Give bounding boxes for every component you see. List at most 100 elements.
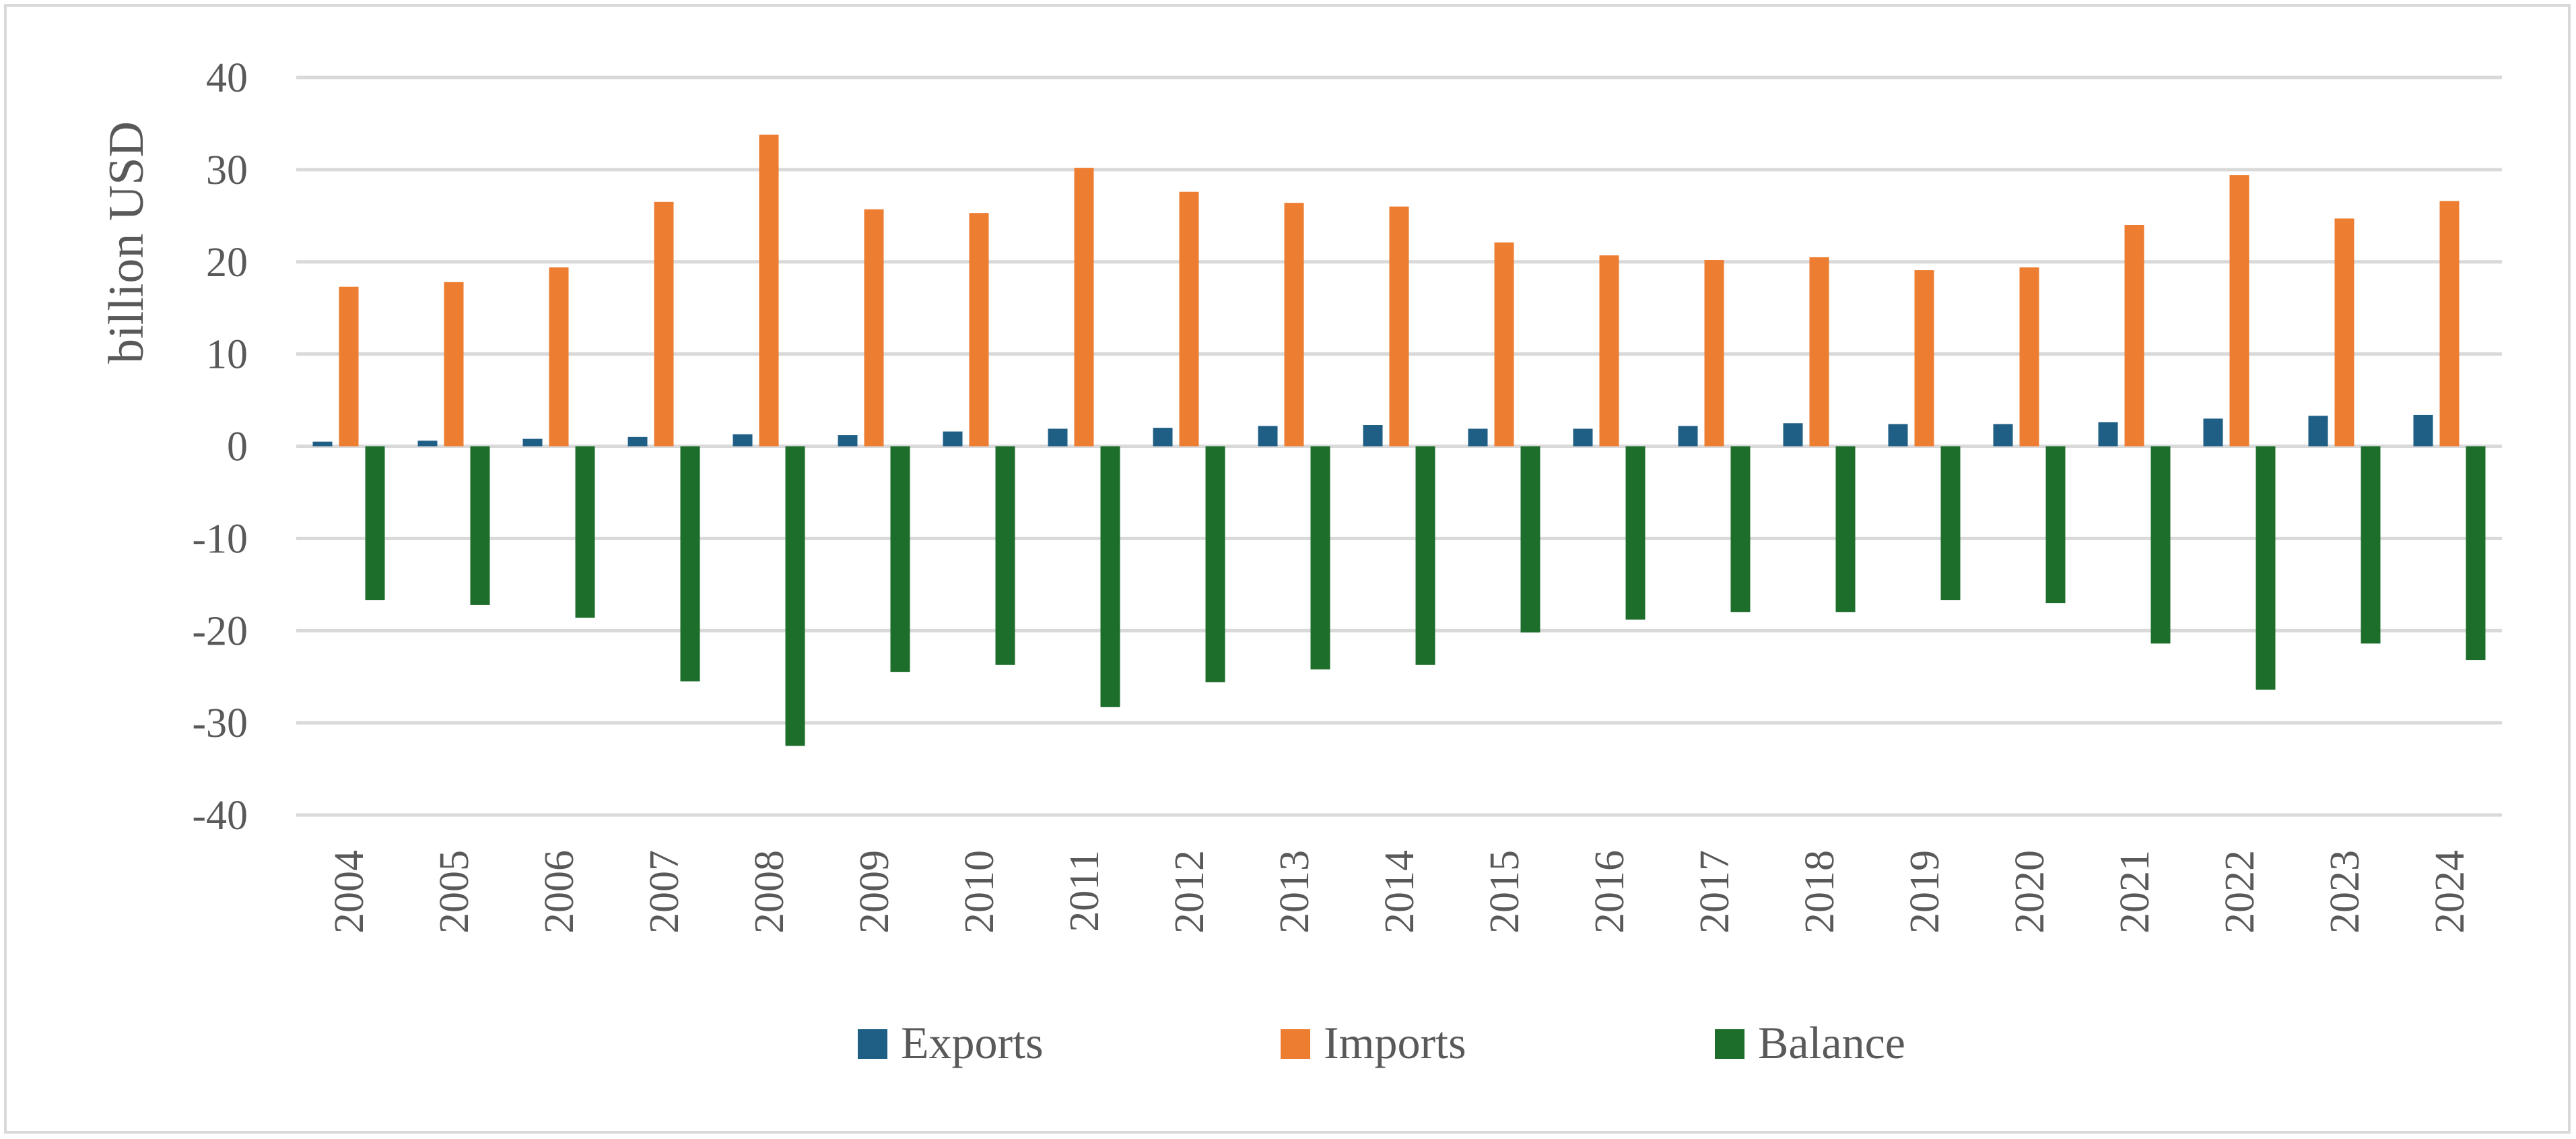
bar-balance-2018 <box>1835 446 1856 612</box>
x-tick-label: 2024 <box>2427 850 2473 934</box>
bar-balance-2013 <box>1310 446 1330 670</box>
bar-balance-2007 <box>680 446 700 682</box>
bar-exports-2004 <box>312 441 333 447</box>
bar-imports-2011 <box>1074 168 1094 447</box>
bar-balance-2017 <box>1730 446 1751 612</box>
x-tick-label: 2017 <box>1692 850 1738 934</box>
bar-balance-2019 <box>1940 446 1961 601</box>
x-tick-label: 2009 <box>852 850 897 934</box>
bar-imports-2020 <box>2019 267 2039 447</box>
x-tick-label: 2018 <box>1797 850 1843 934</box>
bar-exports-2009 <box>838 435 858 447</box>
x-tick-label: 2008 <box>747 850 792 934</box>
x-tick-label: 2023 <box>2322 850 2368 934</box>
y-tick-label: 40 <box>206 55 248 101</box>
bar-imports-2010 <box>969 213 989 447</box>
bar-exports-2013 <box>1258 426 1278 447</box>
bar-imports-2018 <box>1809 257 1829 447</box>
x-tick-label: 2016 <box>1587 850 1633 934</box>
bar-balance-2012 <box>1205 446 1225 682</box>
x-tick-label: 2020 <box>2007 850 2053 934</box>
y-tick-label: -10 <box>192 516 248 562</box>
x-tick-label: 2014 <box>1377 850 1423 934</box>
bar-exports-2020 <box>1993 424 2013 447</box>
bar-exports-2021 <box>2098 422 2118 447</box>
y-tick-label: -30 <box>192 701 248 746</box>
bar-exports-2015 <box>1468 428 1488 447</box>
y-tick-label: 10 <box>206 332 248 378</box>
bar-balance-2006 <box>575 446 595 618</box>
bar-balance-2024 <box>2466 446 2486 661</box>
y-axis-ticks: 40 30 20 10 0 -10 -20 -30 -40 <box>192 55 248 839</box>
bar-balance-2021 <box>2150 446 2171 644</box>
bar-balance-2004 <box>365 446 385 601</box>
bar-exports-2006 <box>522 438 543 447</box>
bar-imports-2012 <box>1179 191 1199 447</box>
bar-imports-2004 <box>339 286 359 447</box>
bar-balance-2020 <box>2045 446 2066 604</box>
x-tick-label: 2004 <box>327 850 372 934</box>
bar-imports-2017 <box>1704 260 1724 447</box>
bar-exports-2017 <box>1678 426 1698 447</box>
bar-exports-2005 <box>417 441 438 447</box>
x-tick-label: 2012 <box>1167 850 1213 934</box>
bar-exports-2022 <box>2203 418 2223 447</box>
bar-balance-2016 <box>1625 446 1646 620</box>
bar-balance-2008 <box>785 446 805 746</box>
y-tick-label: -20 <box>192 608 248 654</box>
bar-balance-2023 <box>2361 446 2381 644</box>
bar-imports-2021 <box>2124 225 2144 447</box>
bar-exports-2011 <box>1048 428 1068 447</box>
bar-imports-2014 <box>1389 206 1409 447</box>
bar-imports-2006 <box>549 267 569 447</box>
bar-imports-2015 <box>1494 242 1514 447</box>
bar-imports-2019 <box>1914 270 1934 447</box>
legend: Exports Imports Balance <box>858 1017 1905 1068</box>
y-tick-label: -40 <box>192 793 248 839</box>
x-tick-label: 2015 <box>1482 850 1528 934</box>
chart-frame <box>4 4 2571 1134</box>
x-tick-label: 2005 <box>432 850 477 934</box>
legend-swatch-exports <box>858 1029 887 1059</box>
bar-exports-2016 <box>1573 428 1593 447</box>
x-tick-label: 2019 <box>1902 850 1948 934</box>
x-tick-label: 2013 <box>1272 850 1318 934</box>
bar-exports-2012 <box>1153 428 1173 447</box>
bar-exports-2019 <box>1888 424 1908 447</box>
bar-imports-2007 <box>654 201 674 447</box>
bar-balance-2015 <box>1520 446 1540 632</box>
bar-imports-2009 <box>864 209 884 447</box>
bar-imports-2008 <box>759 134 779 447</box>
bar-balance-2009 <box>890 446 910 672</box>
legend-label-imports: Imports <box>1324 1017 1466 1068</box>
legend-label-exports: Exports <box>901 1017 1044 1068</box>
y-tick-label: 0 <box>227 424 248 470</box>
bars <box>312 134 2486 746</box>
legend-label-balance: Balance <box>1758 1017 1905 1068</box>
bar-balance-2010 <box>995 446 1015 665</box>
bar-imports-2013 <box>1284 203 1304 447</box>
bar-exports-2023 <box>2308 416 2328 447</box>
x-tick-label: 2007 <box>642 850 687 934</box>
bar-imports-2022 <box>2229 175 2249 447</box>
bar-imports-2024 <box>2439 201 2460 447</box>
x-axis-ticks: 2004 2005 2006 2007 2008 2009 2010 2011 2012 2013… <box>327 850 2473 934</box>
y-tick-label: 30 <box>206 148 248 193</box>
bar-imports-2023 <box>2334 218 2354 447</box>
bar-exports-2024 <box>2413 414 2433 447</box>
bar-exports-2014 <box>1363 425 1383 447</box>
bar-exports-2018 <box>1783 423 1803 447</box>
x-tick-label: 2010 <box>957 850 1003 934</box>
legend-swatch-imports <box>1281 1029 1310 1059</box>
x-tick-label: 2011 <box>1062 850 1108 932</box>
bar-exports-2008 <box>733 434 753 447</box>
x-tick-label: 2021 <box>2112 850 2158 934</box>
bar-exports-2010 <box>943 431 963 447</box>
bar-imports-2005 <box>444 282 464 447</box>
bar-balance-2011 <box>1100 446 1120 707</box>
x-tick-label: 2022 <box>2217 850 2263 934</box>
y-tick-label: 20 <box>206 240 248 286</box>
legend-swatch-balance <box>1715 1029 1744 1059</box>
x-tick-label: 2006 <box>537 850 582 934</box>
